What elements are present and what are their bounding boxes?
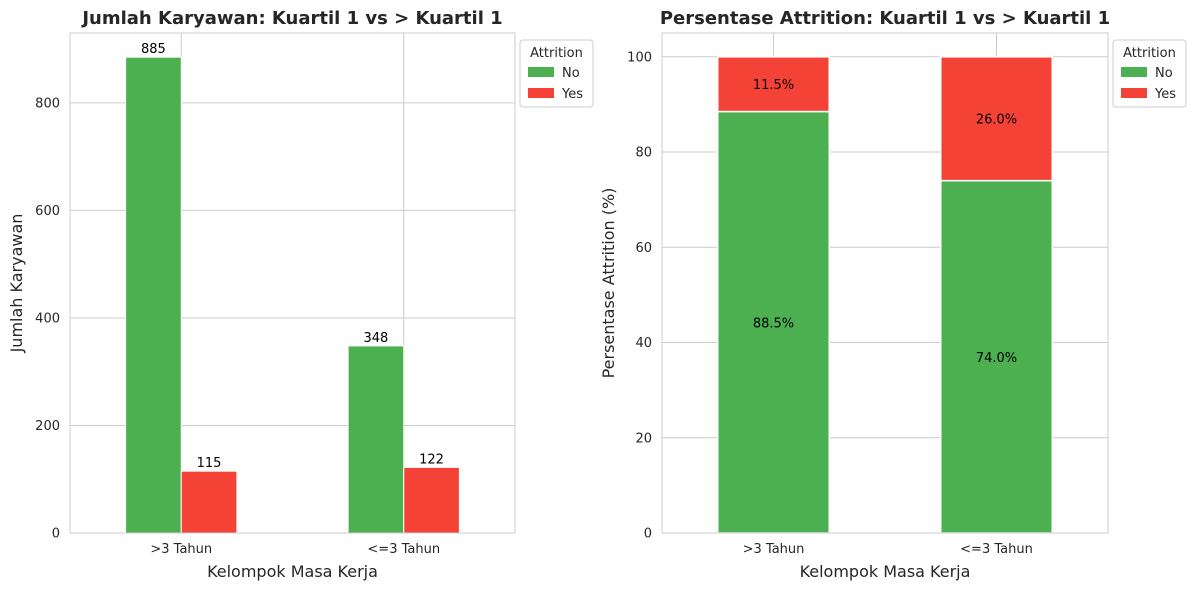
x-axis-label: Kelompok Masa Kerja [800, 562, 971, 581]
y-tick-label: 40 [635, 336, 652, 351]
bar-no-1 [717, 110, 830, 534]
y-axis-label: Jumlah Karyawan [7, 214, 26, 354]
chart-panel-2: 88.5% 74.0% 11.5% 26.0% 0 20 40 60 80 100 >3 Tahun… [599, 8, 1187, 581]
legend-label: Yes [561, 87, 583, 102]
bar-no-2 [347, 345, 405, 534]
legend-swatch-yes [1121, 88, 1147, 98]
y-tick-label: 60 [635, 241, 652, 256]
data-label: 26.0% [976, 113, 1017, 128]
bar-yes-1 [180, 470, 238, 534]
y-tick-label: 200 [35, 419, 60, 434]
legend-swatch-yes [528, 88, 554, 98]
y-axis-label: Persentase Attrition (%) [599, 188, 618, 379]
chart-title: Jumlah Karyawan: Kuartil 1 vs > Kuartil … [80, 8, 502, 29]
y-tick-label: 0 [52, 527, 60, 542]
x-tick-label: >3 Tahun [743, 542, 805, 557]
bar-no-1 [125, 56, 182, 534]
data-label: 88.5% [753, 316, 794, 331]
bar-yes-2 [940, 56, 1053, 182]
legend-label: Yes [1154, 87, 1176, 102]
y-tick-label: 600 [35, 204, 60, 219]
data-label: 11.5% [753, 78, 794, 93]
bar-no-2 [940, 179, 1053, 534]
data-label: 115 [197, 456, 222, 471]
y-tick-label: 800 [35, 96, 60, 111]
x-tick-label: >3 Tahun [150, 542, 212, 557]
data-label: 885 [141, 42, 166, 57]
data-label: 348 [364, 331, 389, 346]
chart-panel-1: 885 348 115 122 0 200 400 600 800 >3 Tahun <=3 Tah… [7, 8, 594, 581]
data-label: 122 [419, 452, 444, 467]
plot-frame [69, 32, 516, 534]
legend: Attrition No Yes [1112, 39, 1187, 108]
x-tick-label: <=3 Tahun [960, 542, 1033, 557]
y-tick-label: 80 [635, 146, 652, 161]
x-tick-label: <=3 Tahun [367, 542, 440, 557]
y-tick-label: 0 [644, 527, 652, 542]
legend-swatch-no [1121, 67, 1147, 77]
bar-yes-2 [403, 466, 460, 534]
data-label: 74.0% [976, 351, 1017, 366]
legend: Attrition No Yes [519, 39, 594, 108]
legend-title: Attrition [1123, 46, 1176, 61]
legend-swatch-no [528, 67, 554, 77]
legend-title: Attrition [530, 46, 583, 61]
plot-frame [661, 32, 1109, 534]
chart-title: Persentase Attrition: Kuartil 1 vs > Kua… [660, 8, 1110, 29]
legend-label: No [1155, 66, 1173, 81]
y-tick-label: 100 [627, 50, 652, 65]
legend-label: No [562, 66, 580, 81]
x-axis-label: Kelompok Masa Kerja [207, 562, 378, 581]
y-tick-label: 20 [635, 431, 652, 446]
y-tick-label: 400 [35, 311, 60, 326]
bar-yes-1 [717, 56, 830, 113]
